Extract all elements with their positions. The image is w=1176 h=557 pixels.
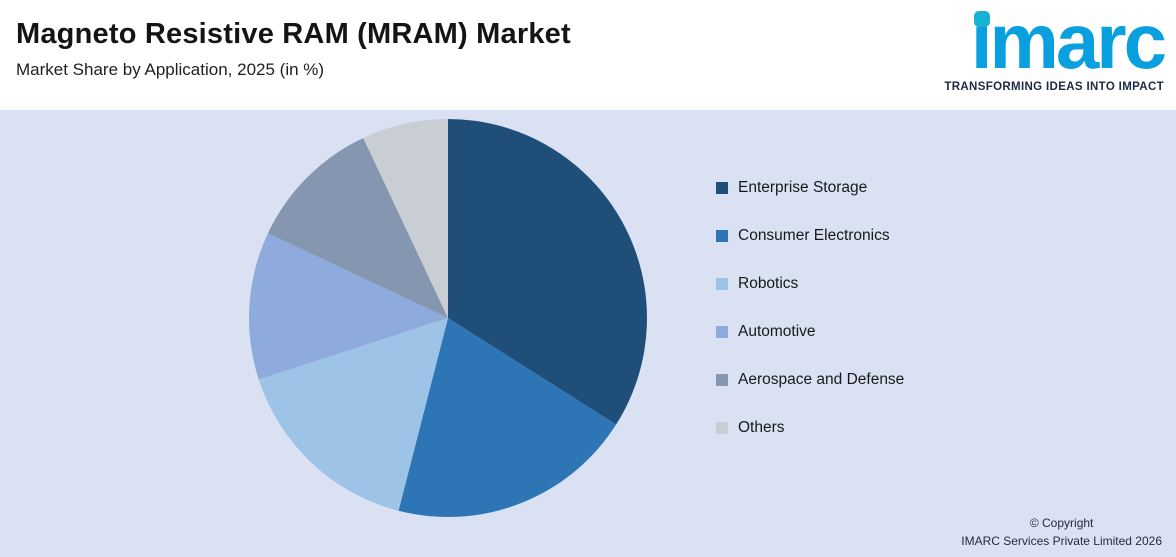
logo-dot-icon	[973, 11, 990, 27]
legend-item-aerospace-and-defense: Aerospace and Defense	[716, 371, 905, 388]
pie-chart	[249, 119, 647, 518]
legend-swatch-icon	[716, 278, 728, 290]
legend-swatch-icon	[716, 374, 728, 386]
legend-item-enterprise-storage: Enterprise Storage	[716, 179, 904, 196]
legend-item-others: Others	[716, 419, 904, 436]
legend: Enterprise Storage Consumer Electronics Ro…	[716, 179, 905, 468]
logo-text: imarc	[970, 0, 1167, 85]
pie-slice-consumer-electronics	[398, 318, 617, 518]
legend-label: Enterprise Storage	[738, 179, 868, 196]
copyright: © Copyright IMARC Services Private Limit…	[961, 514, 1162, 551]
legend-item-automotive: Automotive	[716, 323, 904, 340]
brand-tagline: TRANSFORMING IDEAS INTO IMPACT	[944, 81, 1164, 93]
pie-slice-aerospace-and-defense	[267, 137, 448, 318]
legend-label: Robotics	[738, 275, 799, 292]
legend-swatch-icon	[716, 182, 728, 194]
page-title: Magneto Resistive RAM (MRAM) Market	[16, 18, 571, 50]
legend-item-consumer-electronics: Consumer Electronics	[716, 227, 904, 244]
legend-item-robotics: Robotics	[716, 275, 904, 292]
logo-row: imarc	[971, 2, 1167, 80]
legend-label: Automotive	[738, 323, 816, 340]
legend-swatch-icon	[716, 326, 728, 338]
legend-label: Aerospace and Defense	[738, 371, 905, 388]
pie-slice-robotics	[258, 318, 448, 511]
legend-swatch-icon	[716, 230, 728, 242]
copyright-line-1: © Copyright	[1029, 515, 1094, 530]
legend-label: Consumer Electronics	[738, 227, 890, 244]
pie-slice-others	[363, 119, 448, 318]
page-subtitle: Market Share by Application, 2025 (in %)	[16, 60, 325, 79]
copyright-line-2: IMARC Services Private Limited 2026	[961, 534, 1162, 549]
pie-slice-enterprise-storage	[448, 119, 647, 425]
imarc-logo: imarc TRANSFORMING IDEAS INTO IMPACT	[944, 2, 1167, 93]
pie-slice-automotive	[249, 233, 448, 380]
legend-swatch-icon	[716, 422, 728, 434]
legend-label: Others	[738, 419, 785, 436]
